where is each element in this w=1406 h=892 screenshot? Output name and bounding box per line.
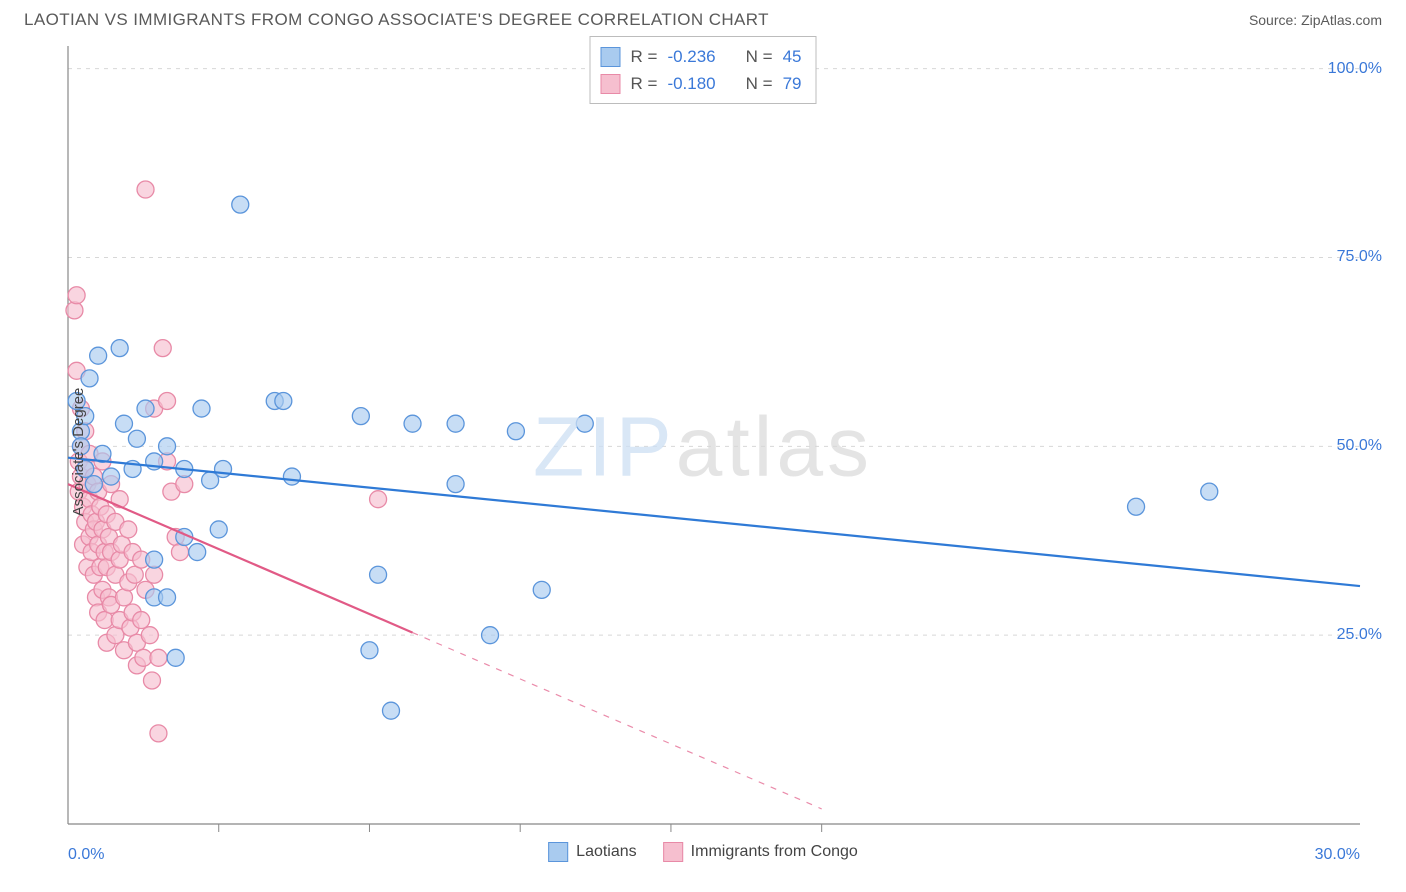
stat-N-value: 79 xyxy=(783,70,802,97)
source-link[interactable]: ZipAtlas.com xyxy=(1301,12,1382,28)
x-tick-label: 30.0% xyxy=(1315,846,1360,864)
y-tick-label: 50.0% xyxy=(1337,437,1382,455)
stat-R-value: -0.180 xyxy=(667,70,715,97)
header: LAOTIAN VS IMMIGRANTS FROM CONGO ASSOCIA… xyxy=(0,0,1406,36)
chart-area: ZIPatlas Associate's Degree R = -0.236N … xyxy=(20,36,1386,868)
stat-R-label: R = xyxy=(631,43,658,70)
legend-swatch-congo xyxy=(663,842,683,862)
y-tick-label: 100.0% xyxy=(1328,60,1382,78)
stats-row-laotians: R = -0.236 N = 45 xyxy=(601,43,802,70)
x-tick-label: 0.0% xyxy=(68,846,104,864)
stat-N-label: N = xyxy=(746,70,773,97)
swatch-congo xyxy=(601,74,621,94)
stat-R-value: -0.236 xyxy=(667,43,715,70)
bottom-legend: Laotians Immigrants from Congo xyxy=(548,842,858,862)
stats-row-congo: R = -0.180 N = 79 xyxy=(601,70,802,97)
y-axis-label: Associate's Degree xyxy=(70,388,87,517)
chart-title: LAOTIAN VS IMMIGRANTS FROM CONGO ASSOCIA… xyxy=(24,10,769,30)
legend-label-laotians: Laotians xyxy=(576,843,637,861)
legend-item-congo: Immigrants from Congo xyxy=(663,842,858,862)
scatter-chart xyxy=(20,36,1386,868)
legend-item-laotians: Laotians xyxy=(548,842,637,862)
source-prefix: Source: xyxy=(1249,12,1301,28)
legend-swatch-laotians xyxy=(548,842,568,862)
swatch-laotians xyxy=(601,47,621,67)
stat-N-label: N = xyxy=(746,43,773,70)
stat-R-label: R = xyxy=(631,70,658,97)
stats-legend-box: R = -0.236 N = 45 R = -0.180 N = 79 xyxy=(590,36,817,104)
stat-N-value: 45 xyxy=(783,43,802,70)
y-tick-label: 75.0% xyxy=(1337,248,1382,266)
y-tick-label: 25.0% xyxy=(1337,626,1382,644)
legend-label-congo: Immigrants from Congo xyxy=(691,843,858,861)
source-credit: Source: ZipAtlas.com xyxy=(1249,12,1382,28)
